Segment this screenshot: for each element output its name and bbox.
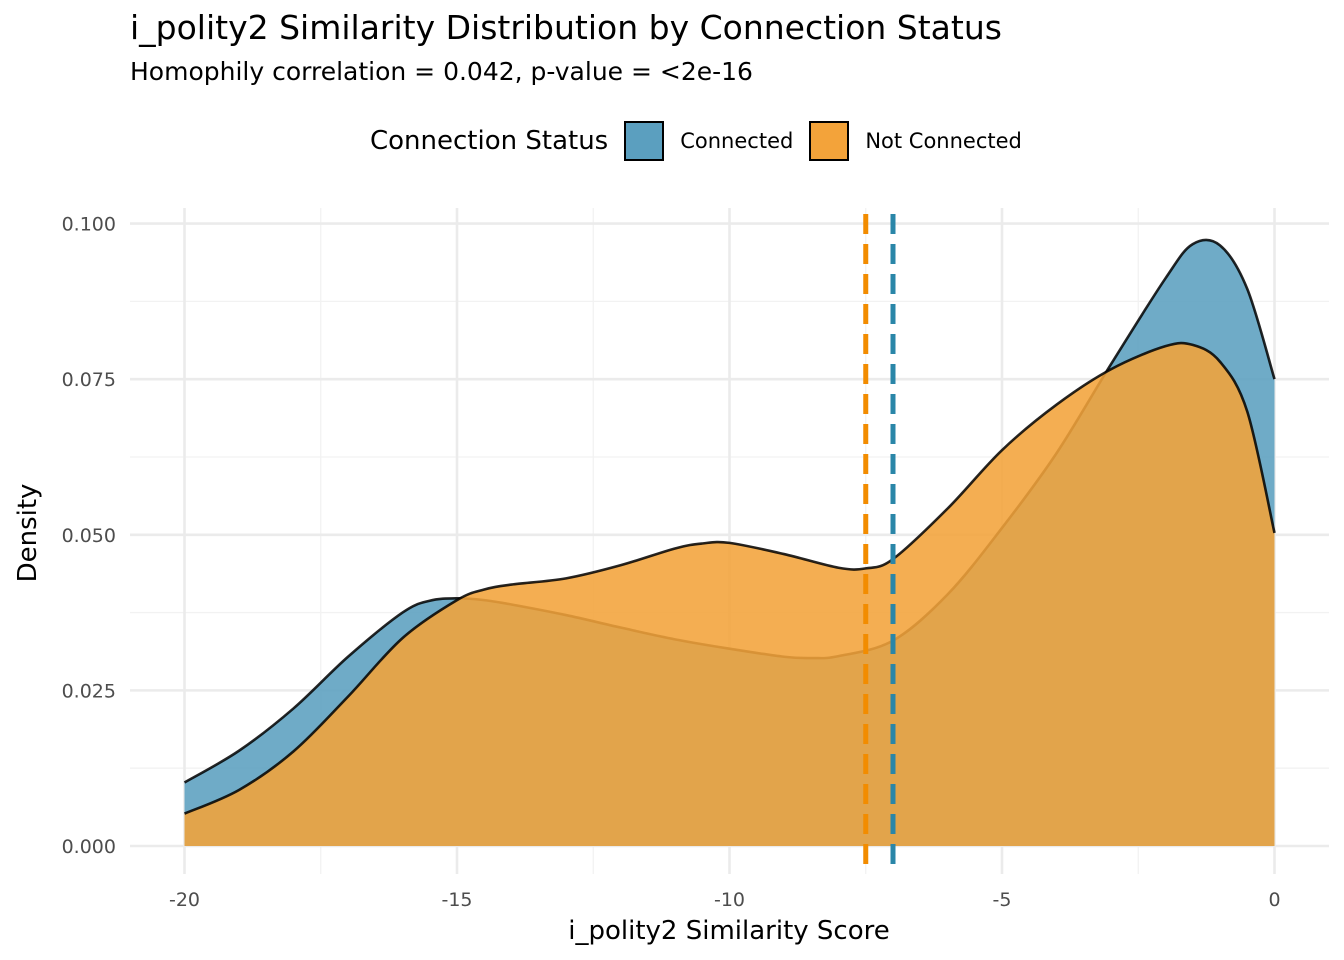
x-tick-label: 0	[1268, 889, 1280, 911]
chart-subtitle: Homophily correlation = 0.042, p-value =…	[130, 57, 753, 86]
x-tick-label: -10	[714, 889, 745, 911]
x-axis-tick-labels: -20 -15 -10 -5 0	[169, 889, 1281, 911]
chart-title: i_polity2 Similarity Distribution by Con…	[130, 8, 1002, 47]
legend: Connection Status Connected Not Connecte…	[370, 118, 1038, 164]
legend-title: Connection Status	[370, 126, 609, 156]
x-tick-label: -15	[441, 889, 472, 911]
mean-lines	[863, 214, 896, 874]
y-tick-label: 0.050	[62, 525, 116, 547]
x-axis-title: i_polity2 Similarity Score	[568, 916, 889, 946]
x-tick-label: -5	[993, 889, 1012, 911]
legend-label-connected: Connected	[680, 129, 794, 153]
x-tick-label: -20	[169, 889, 200, 911]
density-curve-not-connected	[183, 341, 1276, 815]
legend-swatch-connected	[624, 121, 665, 161]
y-tick-label: 0.100	[62, 214, 116, 236]
legend-item-not-connected: Not Connected	[809, 121, 1022, 161]
legend-label-not-connected: Not Connected	[865, 129, 1022, 153]
legend-swatch-not-connected	[809, 121, 850, 161]
legend-item-connected: Connected	[624, 121, 793, 161]
y-tick-label: 0.075	[62, 369, 116, 391]
y-axis-tick-labels: 0.000 0.025 0.050 0.075 0.100	[62, 214, 116, 858]
density-area-not-connected	[184, 343, 1275, 846]
density-areas	[183, 238, 1276, 846]
y-axis-title: Density	[13, 484, 43, 583]
y-tick-label: 0.000	[62, 836, 116, 858]
y-tick-label: 0.025	[62, 680, 116, 702]
